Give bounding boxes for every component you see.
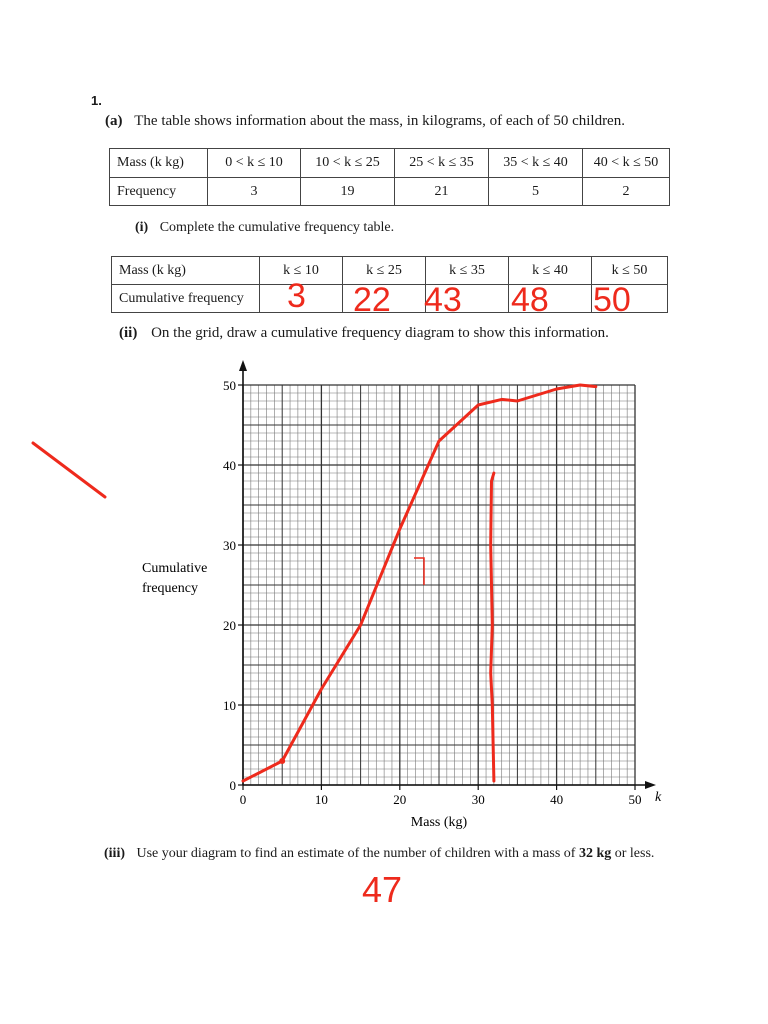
chart-y-axis-arrow: [239, 360, 247, 371]
chart-data-point: [279, 758, 286, 764]
chart-x-axis-arrow: [645, 781, 656, 789]
cum-table-bound: k ≤ 35: [425, 256, 509, 285]
handwritten-final-answer: 47: [362, 869, 403, 910]
chart-scribble-mark: [414, 557, 425, 585]
freq-table-interval: 25 < k ≤ 35: [394, 148, 489, 178]
chart-y-axis-label: Cumulative: [142, 561, 207, 576]
part-ii-text: On the grid, draw a cumulative frequency…: [151, 325, 609, 341]
handwritten-answer: 22: [353, 281, 391, 319]
freq-table-header-frequency: Frequency: [109, 177, 208, 206]
chart-x-axis-letter: k: [655, 790, 662, 805]
part-a-text: The table shows information about the ma…: [134, 113, 625, 129]
part-ii-label: (ii): [119, 325, 138, 341]
freq-table-interval: 35 < k ≤ 40: [488, 148, 583, 178]
cum-table-bound: k ≤ 40: [508, 256, 592, 285]
part-i-text: Complete the cumulative frequency table.: [159, 220, 395, 235]
part-iii-text: Use your diagram to find an estimate of …: [136, 846, 576, 861]
frequency-table: Mass (k kg) 0 < k ≤ 10 10 < k ≤ 25 25 < …: [109, 148, 670, 206]
y-tick-label: 30: [223, 538, 236, 553]
freq-table-value: 19: [300, 177, 395, 206]
cum-table-bound: k ≤ 50: [591, 256, 668, 285]
chart-annotation-line: [489, 471, 496, 783]
cum-table-answer-cell[interactable]: [591, 284, 668, 313]
part-iii-text-bold: 32 kg: [578, 846, 612, 861]
chart-x-axis-label: Mass (kg): [411, 815, 468, 830]
handwritten-answer: 43: [424, 281, 462, 319]
cum-table-header-cumulative: Cumulative frequency: [111, 284, 260, 313]
handwritten-answer: 48: [511, 281, 549, 319]
part-ii-prompt: (ii) On the grid, draw a cumulative freq…: [119, 325, 609, 342]
part-i-label: (i): [135, 220, 149, 235]
freq-table-value: 21: [394, 177, 489, 206]
freq-table-interval: 0 < k ≤ 10: [207, 148, 301, 178]
y-tick-label: 50: [223, 378, 236, 393]
freq-table-value: 5: [488, 177, 583, 206]
chart-grid-minor: [243, 385, 635, 785]
y-tick-label: 10: [223, 698, 236, 713]
handwritten-answer: 3: [287, 277, 306, 315]
part-a-prompt: (a) The table shows information about th…: [105, 113, 625, 130]
part-i-prompt: (i) Complete the cumulative frequency ta…: [135, 220, 394, 236]
x-tick-label: 40: [550, 792, 563, 807]
y-tick-label: 20: [223, 618, 236, 633]
x-tick-label: 30: [472, 792, 485, 807]
question-number: 1.: [91, 93, 102, 108]
chart-axes: [239, 360, 656, 789]
freq-table-value: 2: [582, 177, 670, 206]
chart-series-line: [241, 383, 598, 783]
chart-y-axis-label: frequency: [142, 581, 198, 596]
part-iii-prompt: (iii) Use your diagram to find an estima…: [104, 846, 654, 862]
y-tick-label: 40: [223, 458, 236, 473]
freq-table-value: 3: [207, 177, 301, 206]
cumulative-frequency-table: Mass (k kg) k ≤ 10 k ≤ 25 k ≤ 35 k ≤ 40 …: [111, 256, 668, 313]
cum-table-answer-cell[interactable]: [425, 284, 509, 313]
cum-table-answer-cell[interactable]: [342, 284, 426, 313]
x-tick-label: 0: [240, 792, 247, 807]
part-a-label: (a): [105, 113, 123, 129]
y-tick-label: 0: [230, 778, 237, 793]
part-iii-text-end: or less.: [614, 846, 655, 861]
x-tick-label: 50: [629, 792, 642, 807]
cum-table-answer-cell[interactable]: [508, 284, 592, 313]
cum-table-header-mass: Mass (k kg): [111, 256, 260, 285]
freq-table-interval: 40 < k ≤ 50: [582, 148, 670, 178]
x-tick-label: 10: [315, 792, 328, 807]
part-iii-label: (iii): [104, 846, 125, 861]
cum-table-answer-cell[interactable]: [259, 284, 343, 313]
handwritten-answer: 50: [593, 281, 631, 319]
x-tick-label: 20: [393, 792, 406, 807]
